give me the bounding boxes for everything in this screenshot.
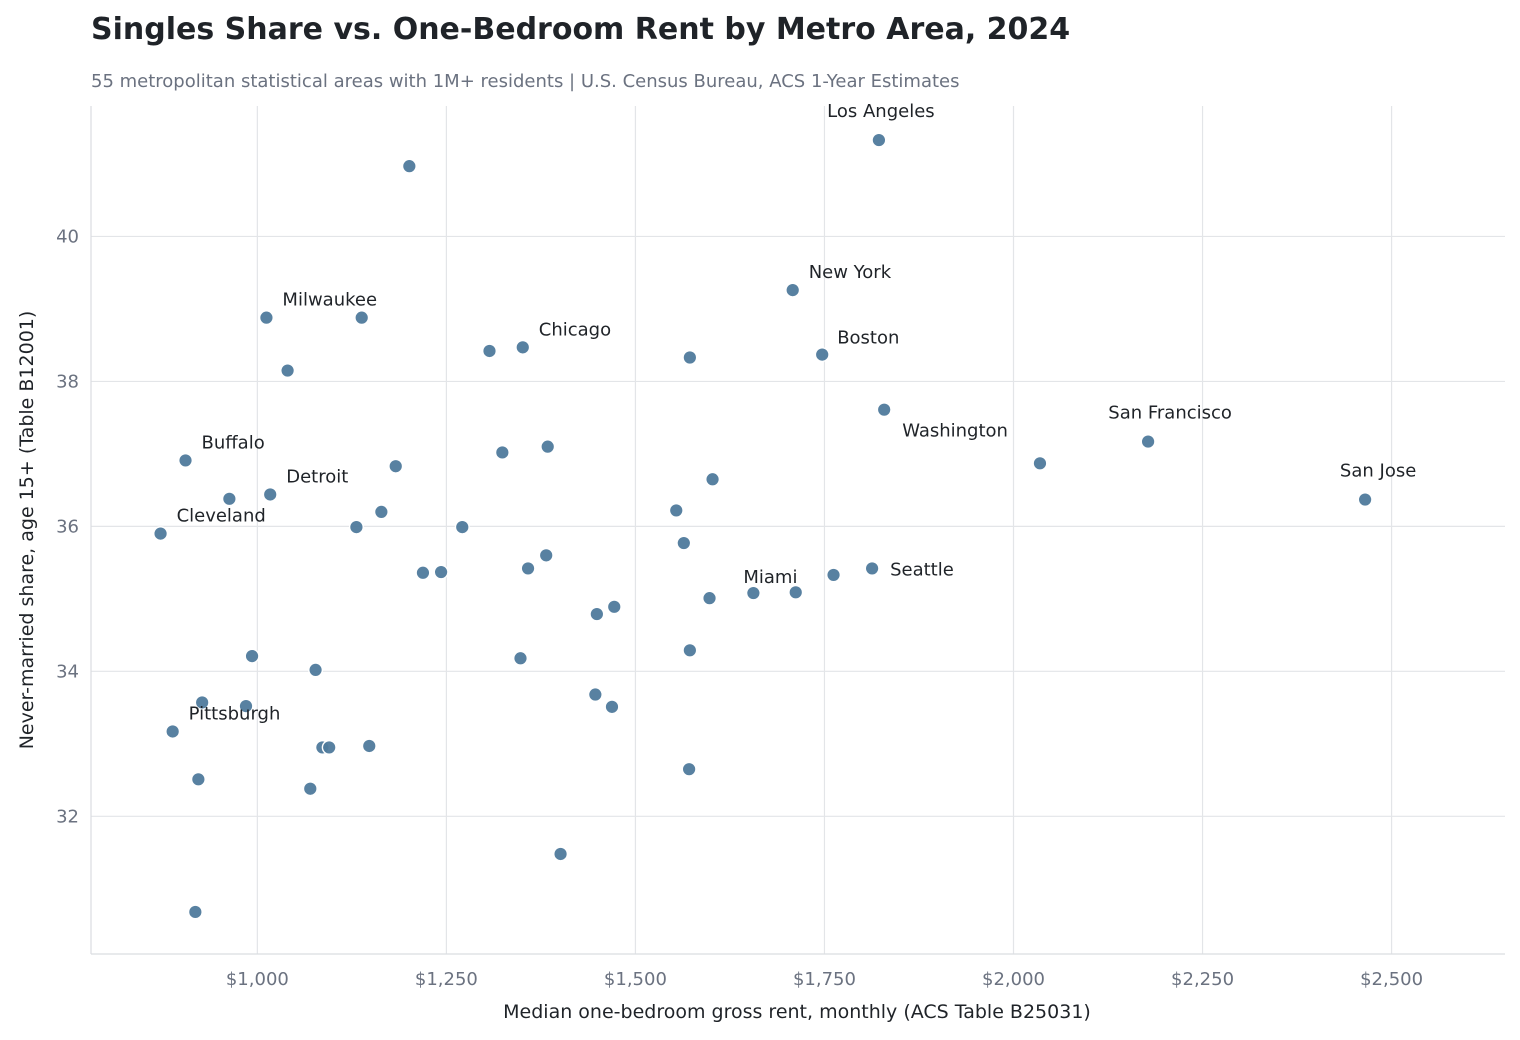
point-label: Seattle bbox=[890, 559, 954, 580]
y-tick-label: 38 bbox=[56, 371, 79, 392]
point-label: Buffalo bbox=[202, 432, 265, 453]
point-label: Chicago bbox=[539, 319, 611, 340]
data-point bbox=[280, 363, 296, 379]
y-tick-label: 32 bbox=[56, 806, 79, 827]
chart-subtitle: 55 metropolitan statistical areas with 1… bbox=[91, 71, 960, 92]
data-point bbox=[587, 687, 603, 703]
data-point bbox=[258, 310, 274, 326]
data-point bbox=[187, 904, 203, 920]
data-point bbox=[676, 535, 692, 551]
data-point bbox=[864, 560, 880, 576]
data-point bbox=[589, 606, 605, 622]
point-label: New York bbox=[809, 262, 892, 283]
y-tick-label: 34 bbox=[56, 661, 79, 682]
chart-title: Singles Share vs. One-Bedroom Rent by Me… bbox=[91, 12, 1071, 47]
data-point bbox=[788, 584, 804, 600]
y-tick-labels: 32 34 36 38 40 bbox=[56, 226, 79, 827]
data-point bbox=[814, 347, 830, 363]
y-tick-label: 36 bbox=[56, 516, 79, 537]
x-axis-label: Median one-bedroom gross rent, monthly (… bbox=[503, 1001, 1091, 1023]
data-point bbox=[515, 339, 531, 355]
data-point bbox=[454, 519, 470, 535]
data-point bbox=[178, 452, 194, 468]
data-point bbox=[308, 662, 324, 678]
y-axis-label: Never-married share, age 15+ (Table B120… bbox=[16, 311, 38, 750]
x-tick-label: $2,500 bbox=[1360, 969, 1423, 990]
data-point bbox=[681, 761, 697, 777]
x-tick-label: $1,000 bbox=[226, 969, 289, 990]
data-point bbox=[785, 282, 801, 298]
x-tick-label: $2,000 bbox=[982, 969, 1045, 990]
data-point bbox=[553, 846, 569, 862]
data-point bbox=[512, 650, 528, 666]
data-point bbox=[540, 439, 556, 455]
data-point bbox=[1357, 492, 1373, 508]
y-tick-label: 40 bbox=[56, 226, 79, 247]
data-point bbox=[682, 642, 698, 658]
grid-lines bbox=[91, 106, 1505, 954]
data-point bbox=[321, 739, 337, 755]
x-tick-label: $1,750 bbox=[793, 969, 856, 990]
point-label: San Francisco bbox=[1108, 403, 1232, 424]
point-label: Washington bbox=[902, 421, 1008, 442]
data-point bbox=[481, 343, 497, 359]
point-labels: Los Angeles New York Milwaukee Chicago Bosto… bbox=[177, 101, 1417, 724]
x-tick-label: $1,500 bbox=[604, 969, 667, 990]
data-point bbox=[361, 738, 377, 754]
data-point bbox=[745, 585, 761, 601]
data-point bbox=[165, 723, 181, 739]
point-label: Detroit bbox=[286, 466, 348, 487]
data-point bbox=[194, 694, 210, 710]
data-point bbox=[494, 444, 510, 460]
data-point bbox=[262, 486, 278, 502]
axes bbox=[90, 106, 1505, 955]
x-tick-label: $2,250 bbox=[1171, 969, 1234, 990]
data-point bbox=[238, 698, 254, 714]
data-point bbox=[348, 519, 364, 535]
point-label: Pittsburgh bbox=[189, 703, 281, 724]
data-point bbox=[1140, 434, 1156, 450]
data-point bbox=[606, 599, 622, 615]
data-point bbox=[702, 590, 718, 606]
data-point bbox=[705, 471, 721, 487]
data-point bbox=[244, 648, 260, 664]
data-point bbox=[221, 491, 237, 507]
x-tick-labels: $1,000 $1,250 $1,500 $1,750 $2,000 $2,250 $2,5… bbox=[226, 969, 1423, 990]
data-point bbox=[373, 504, 389, 520]
data-point bbox=[1032, 455, 1048, 471]
data-point bbox=[415, 565, 431, 581]
data-point bbox=[826, 567, 842, 583]
point-label: Boston bbox=[837, 328, 899, 349]
data-point bbox=[871, 132, 887, 148]
point-label: Cleveland bbox=[177, 506, 266, 527]
data-point bbox=[388, 458, 404, 474]
data-points bbox=[153, 132, 1373, 920]
data-point bbox=[668, 502, 684, 518]
point-label: Milwaukee bbox=[282, 290, 377, 311]
data-point bbox=[433, 564, 449, 580]
point-label: San Jose bbox=[1340, 461, 1416, 482]
data-point bbox=[682, 350, 698, 366]
data-point bbox=[302, 781, 318, 797]
data-point bbox=[354, 310, 370, 326]
data-point bbox=[153, 526, 169, 542]
x-tick-label: $1,250 bbox=[415, 969, 478, 990]
data-point bbox=[538, 547, 554, 563]
point-label: Miami bbox=[743, 567, 797, 588]
point-label: Los Angeles bbox=[827, 101, 935, 122]
data-point bbox=[604, 699, 620, 715]
data-point bbox=[190, 771, 206, 787]
data-point bbox=[520, 560, 536, 576]
data-point bbox=[876, 402, 892, 418]
data-point bbox=[401, 158, 417, 174]
